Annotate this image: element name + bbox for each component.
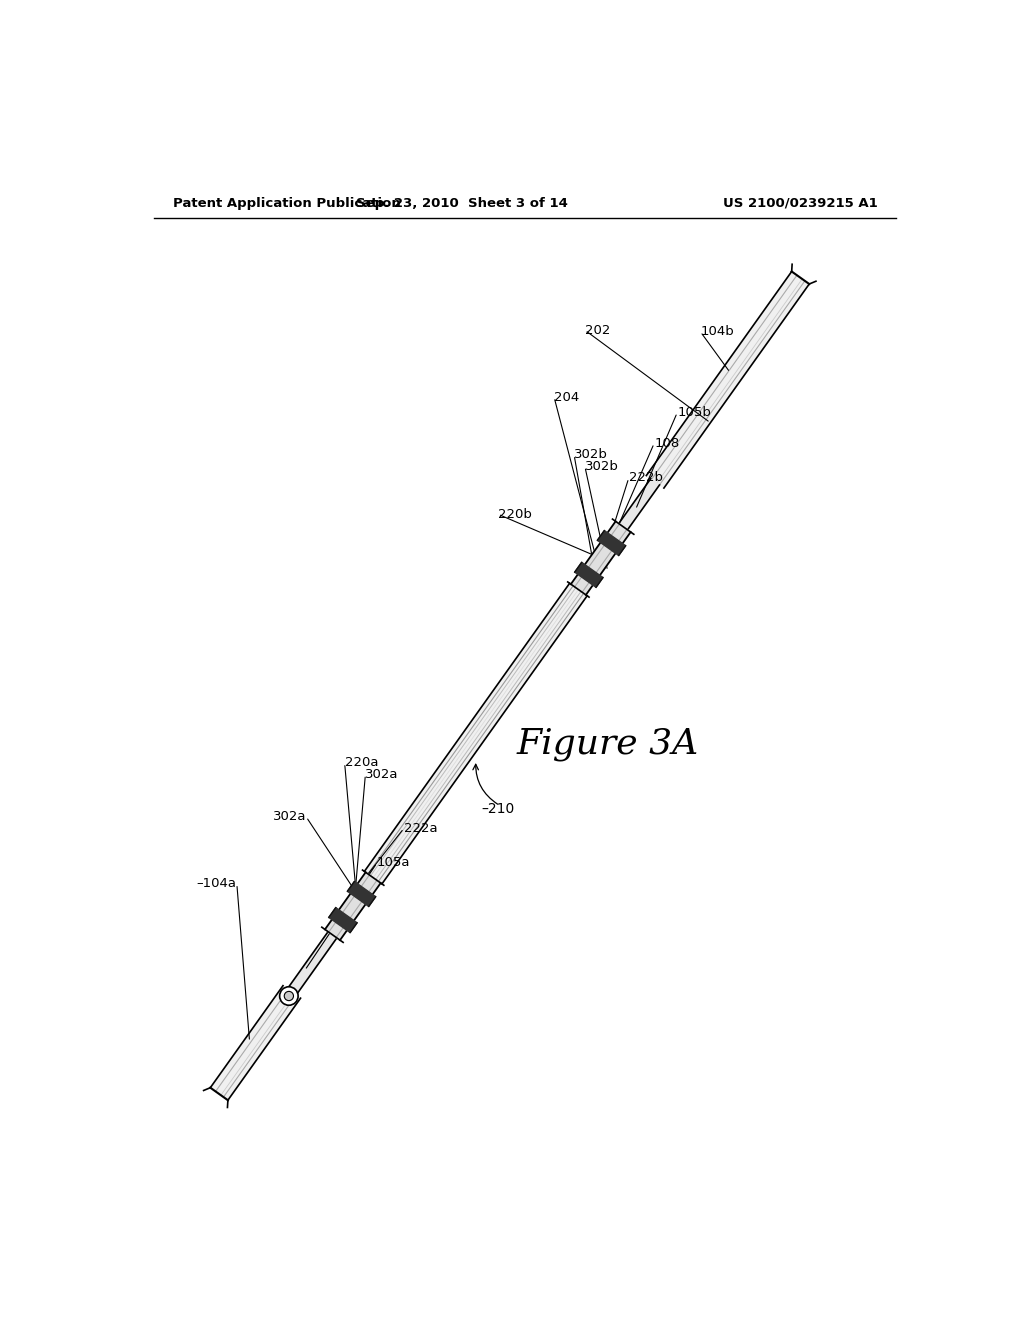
- Text: 222b: 222b: [629, 471, 663, 484]
- Text: Figure 3A: Figure 3A: [517, 726, 699, 760]
- Polygon shape: [210, 986, 301, 1100]
- Text: 302a: 302a: [272, 810, 306, 824]
- Text: 220b: 220b: [498, 508, 531, 520]
- Text: 204: 204: [554, 391, 580, 404]
- Polygon shape: [329, 908, 357, 933]
- Polygon shape: [365, 583, 587, 884]
- Polygon shape: [574, 562, 603, 587]
- Circle shape: [280, 987, 298, 1006]
- Polygon shape: [288, 932, 337, 995]
- Circle shape: [285, 991, 294, 1001]
- Text: 202: 202: [585, 323, 610, 337]
- Text: 302b: 302b: [585, 459, 618, 473]
- Polygon shape: [597, 531, 626, 556]
- Text: 302a: 302a: [366, 768, 399, 781]
- Text: 105b: 105b: [677, 407, 711, 418]
- Text: 108: 108: [654, 437, 679, 450]
- Text: –104a: –104a: [197, 878, 237, 890]
- Text: Patent Application Publication: Patent Application Publication: [173, 197, 400, 210]
- Polygon shape: [347, 882, 376, 907]
- Text: Sep. 23, 2010  Sheet 3 of 14: Sep. 23, 2010 Sheet 3 of 14: [355, 197, 567, 210]
- Polygon shape: [570, 521, 631, 595]
- Text: 222a: 222a: [403, 822, 437, 834]
- Polygon shape: [618, 479, 659, 529]
- Polygon shape: [646, 272, 809, 488]
- Text: 302b: 302b: [574, 449, 608, 462]
- Text: 104b: 104b: [700, 325, 734, 338]
- Text: –210: –210: [481, 801, 514, 816]
- Text: 105a: 105a: [377, 857, 411, 870]
- Text: 220a: 220a: [345, 756, 378, 770]
- Text: US 2100/0239215 A1: US 2100/0239215 A1: [723, 197, 878, 210]
- Polygon shape: [325, 873, 381, 940]
